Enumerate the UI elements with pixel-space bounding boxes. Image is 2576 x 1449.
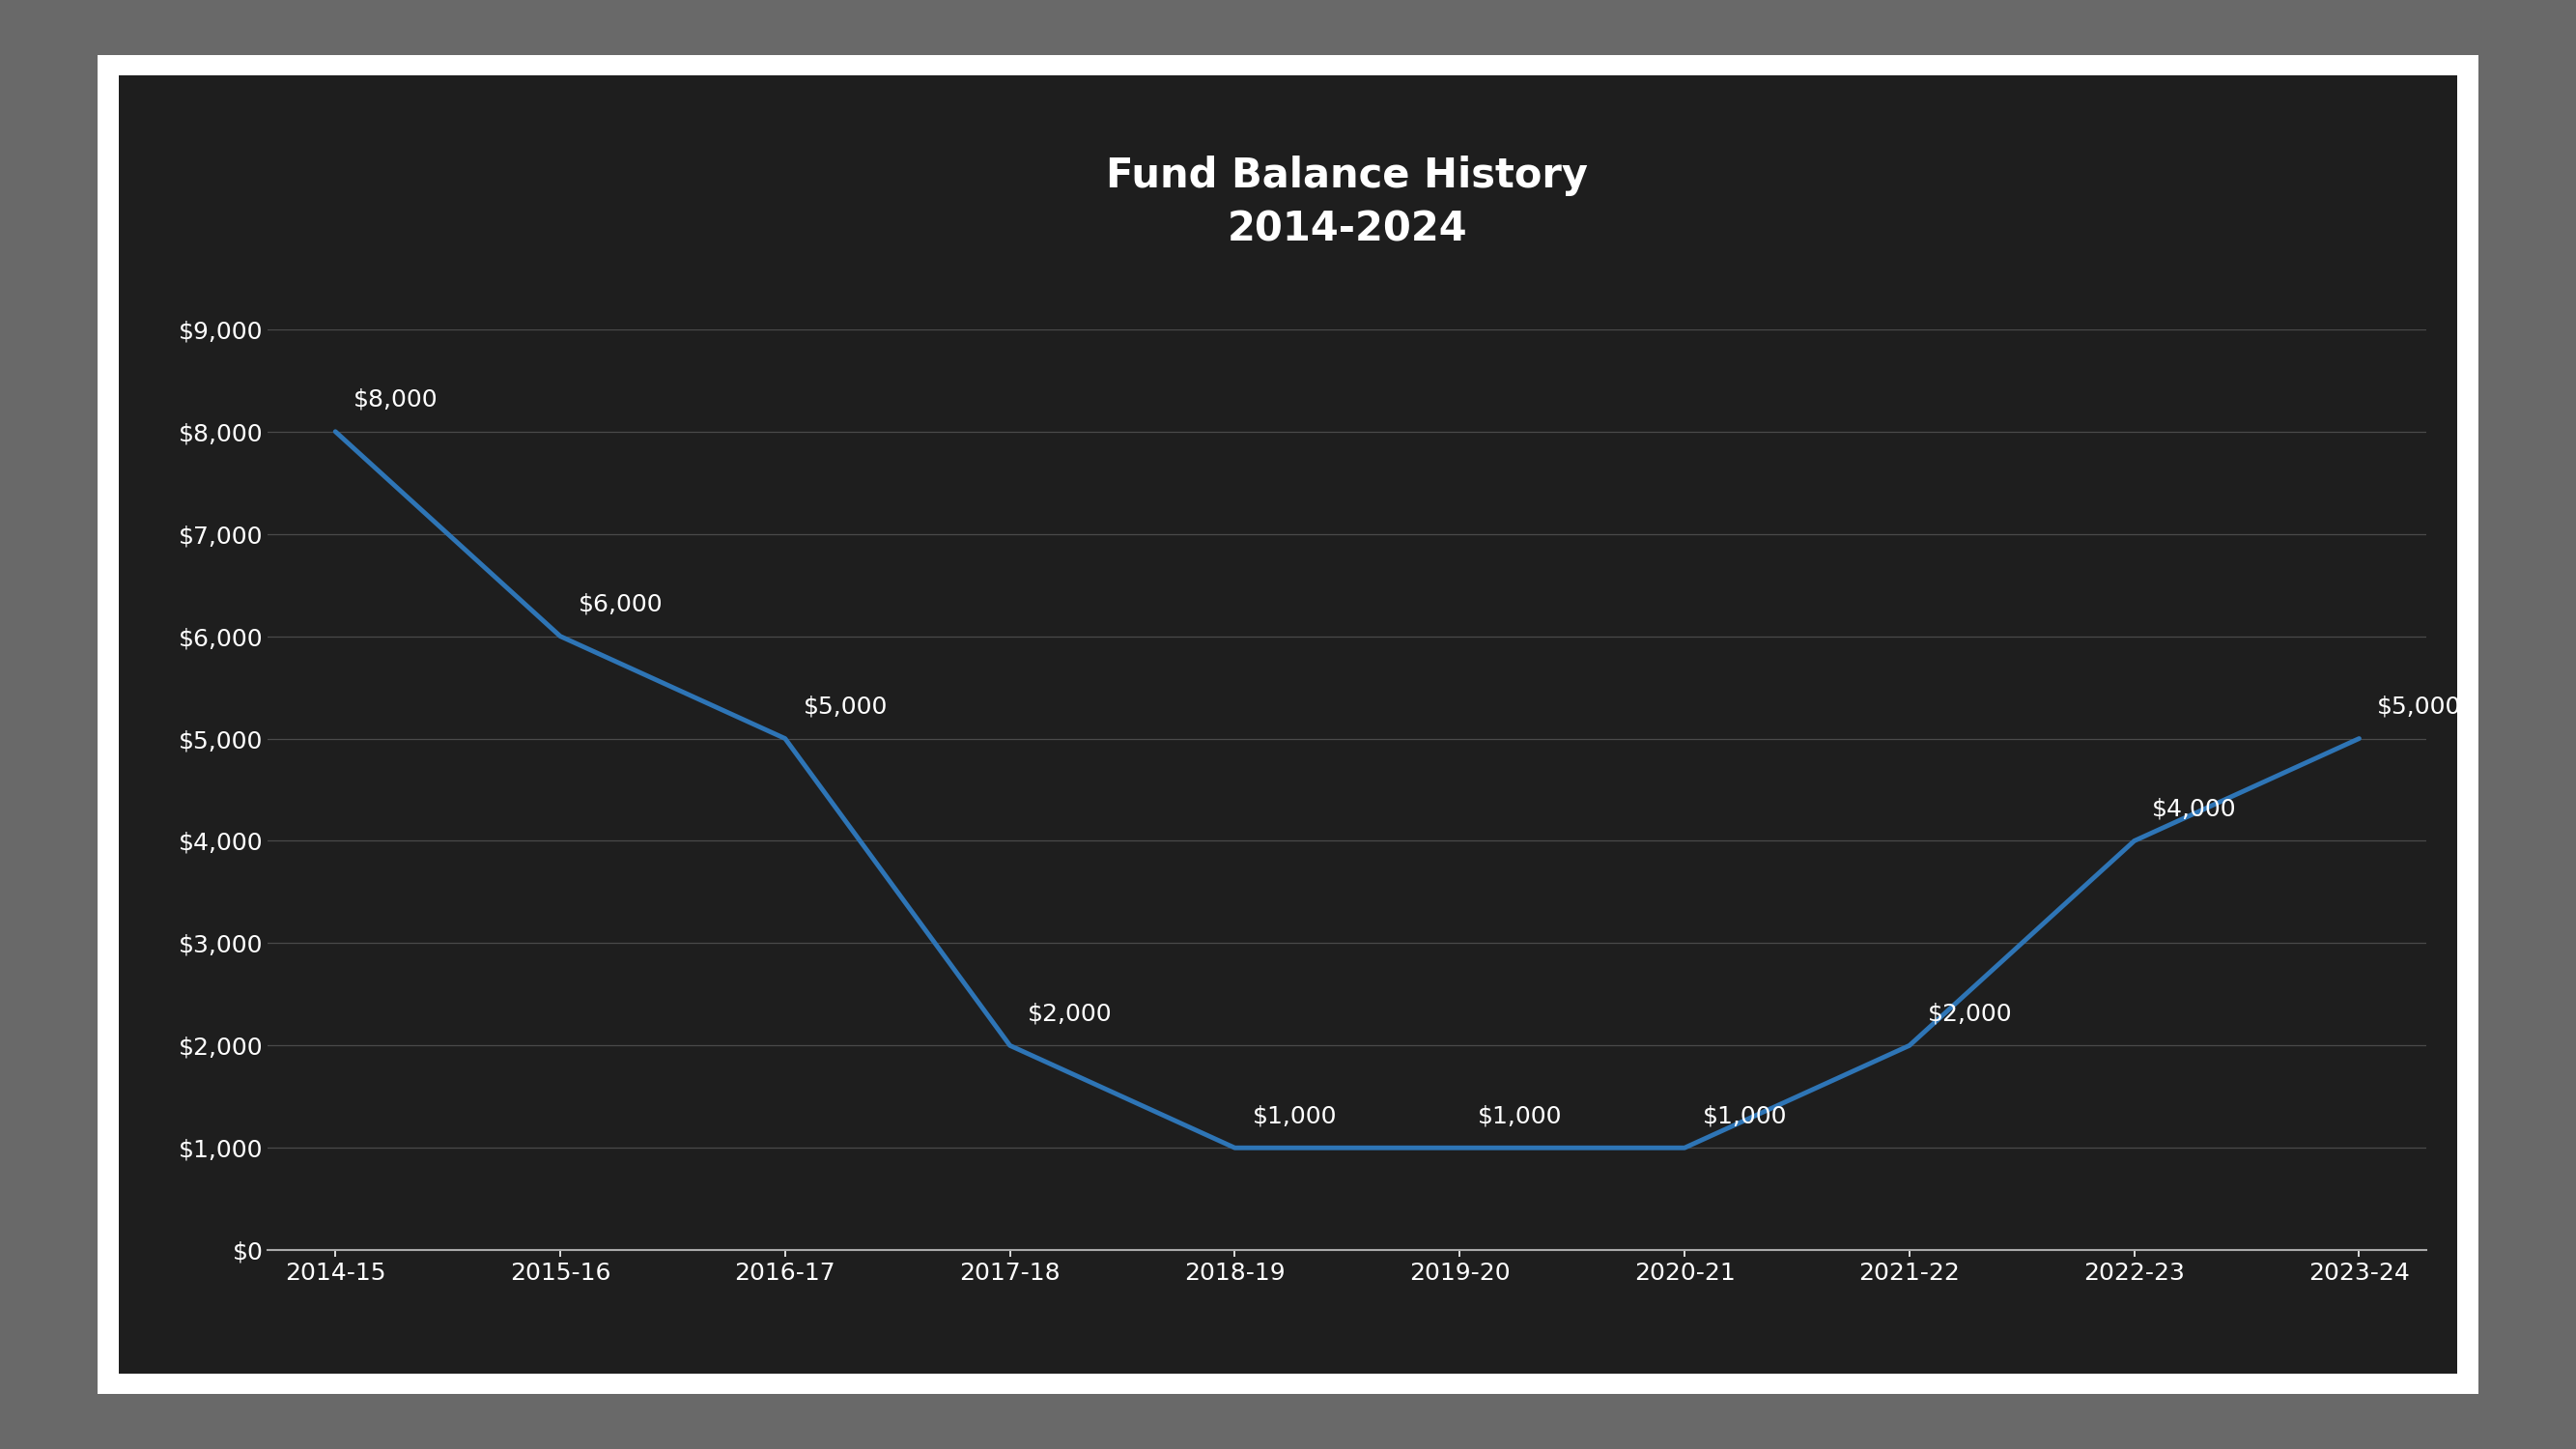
Text: $2,000: $2,000 xyxy=(1927,1001,2012,1024)
Text: $1,000: $1,000 xyxy=(1479,1104,1561,1127)
Text: $4,000: $4,000 xyxy=(2154,797,2236,820)
Text: $5,000: $5,000 xyxy=(2378,696,2463,719)
Text: $1,000: $1,000 xyxy=(1252,1104,1337,1127)
Text: $8,000: $8,000 xyxy=(353,388,438,412)
Text: Fund Balance History
2014-2024: Fund Balance History 2014-2024 xyxy=(1105,155,1589,249)
Text: $6,000: $6,000 xyxy=(577,593,662,616)
Text: $2,000: $2,000 xyxy=(1028,1001,1113,1024)
Text: $5,000: $5,000 xyxy=(804,696,889,719)
Text: $1,000: $1,000 xyxy=(1703,1104,1788,1127)
